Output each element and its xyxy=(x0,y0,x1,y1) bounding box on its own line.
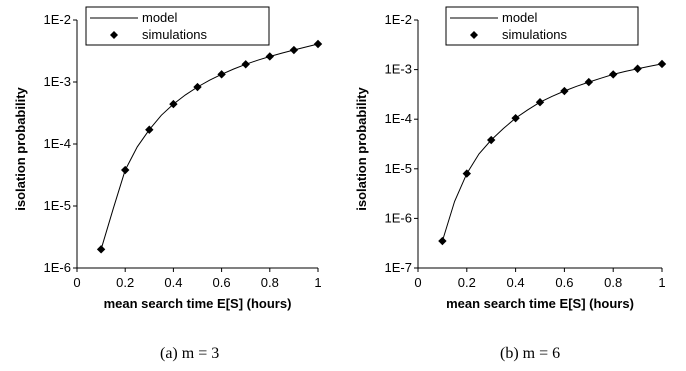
simulation-point xyxy=(193,82,202,92)
x-tick-label: 1 xyxy=(314,275,321,290)
legend-label-simulations: simulations xyxy=(502,27,568,42)
y-axis-label: isolation probability xyxy=(354,86,369,210)
y-tick-label: 1E-6 xyxy=(44,260,71,275)
simulation-point xyxy=(169,99,178,109)
series-line-model xyxy=(100,43,319,250)
y-axis-label: isolation probability xyxy=(13,86,28,210)
legend: model simulations xyxy=(85,6,270,46)
y-tick-label: 1E-6 xyxy=(385,210,412,225)
x-tick-label: 0 xyxy=(73,275,80,290)
simulation-point xyxy=(657,59,667,69)
simulation-point xyxy=(560,86,569,96)
simulation-point xyxy=(313,39,323,49)
simulation-point xyxy=(438,236,447,246)
y-tick-label: 1E-2 xyxy=(385,12,412,27)
simulation-point xyxy=(96,245,106,254)
x-tick-label: 0.4 xyxy=(507,275,525,290)
x-tick-label: 0.8 xyxy=(604,275,622,290)
x-tick-label: 0.6 xyxy=(213,275,231,290)
legend: model simulations xyxy=(445,6,639,46)
simulation-point xyxy=(217,70,226,79)
x-tick-label: 0 xyxy=(414,275,421,290)
legend-box xyxy=(85,6,270,46)
legend-marker-swatch xyxy=(470,31,478,39)
x-tick-label: 0.6 xyxy=(555,275,573,290)
simulation-point xyxy=(487,135,496,145)
x-axis-label: mean search time E[S] (hours) xyxy=(104,296,292,311)
y-tick-label: 1E-7 xyxy=(385,260,412,275)
simulation-point xyxy=(633,64,642,73)
subfigure-caption: (a) m = 3 xyxy=(160,345,219,362)
x-tick-label: 1 xyxy=(658,275,665,290)
x-tick-label: 0.8 xyxy=(261,275,279,290)
y-tick-label: 1E-4 xyxy=(44,136,71,151)
x-tick-label: 0.4 xyxy=(164,275,182,290)
simulation-point xyxy=(265,52,274,61)
y-tick-label: 1E-5 xyxy=(385,161,412,176)
simulation-point xyxy=(462,169,471,178)
y-tick-label: 1E-4 xyxy=(385,111,412,126)
chart-b: 1E-7 1E-6 1E-5 1E-4 1E-3 1E-2 0 0.2 0.4 0.6 0.8 1 me… xyxy=(354,6,667,362)
simulation-point xyxy=(121,165,130,175)
y-tick-label: 1E-3 xyxy=(385,62,412,77)
simulation-point xyxy=(145,125,154,134)
x-tick-label: 0.2 xyxy=(458,275,476,290)
legend-box xyxy=(445,6,639,46)
legend-label-model: model xyxy=(502,10,538,25)
simulation-point xyxy=(289,45,299,55)
simulation-point xyxy=(511,113,520,123)
y-tick-label: 1E-2 xyxy=(44,12,71,27)
legend-label-model: model xyxy=(142,10,178,25)
series-line-model xyxy=(441,63,663,242)
y-tick-label: 1E-5 xyxy=(44,198,71,213)
y-tick-label: 1E-3 xyxy=(44,74,71,89)
simulation-point xyxy=(584,77,593,87)
legend-label-simulations: simulations xyxy=(142,27,208,42)
simulation-point xyxy=(241,60,250,69)
x-tick-label: 0.2 xyxy=(116,275,134,290)
subfigure-caption: (b) m = 6 xyxy=(500,345,560,362)
simulation-point xyxy=(535,98,545,107)
x-axis-label: mean search time E[S] (hours) xyxy=(446,296,634,311)
simulation-point xyxy=(609,70,618,79)
chart-a: 1E-6 1E-5 1E-4 1E-3 1E-2 0 0.2 0.4 0.6 0.8 1 mean s… xyxy=(13,6,323,362)
legend-marker-swatch xyxy=(110,31,118,39)
